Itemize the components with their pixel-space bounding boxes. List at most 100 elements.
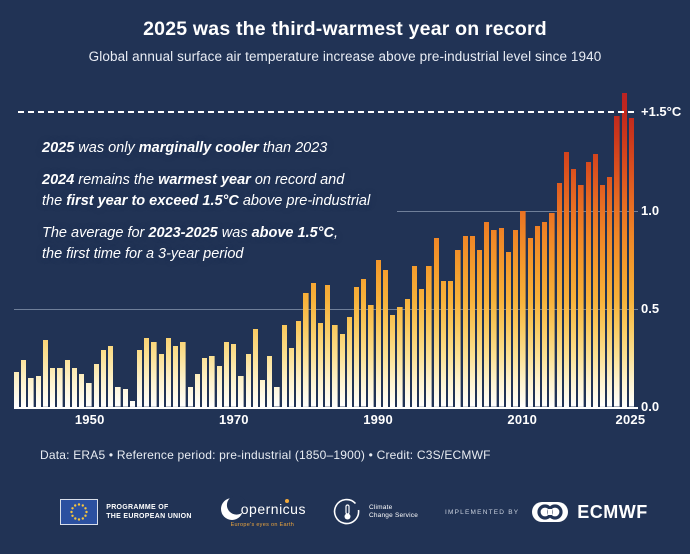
copernicus-wordmark: opernicus [240, 499, 306, 517]
threshold-line-1-5c [18, 111, 638, 114]
x-tick-2025: 2025 [615, 412, 646, 427]
y-tick-0.0: 0.0 [641, 399, 660, 414]
bar-1960 [158, 354, 164, 407]
bar-1999 [440, 281, 447, 407]
bar-1995 [411, 265, 418, 407]
bar-1958 [144, 338, 150, 407]
bar-1988 [361, 279, 367, 407]
bar-1953 [108, 346, 114, 407]
bar-1992 [390, 314, 396, 407]
bar-1952 [100, 350, 107, 407]
y-tick-0.5: 0.5 [641, 300, 660, 316]
bar-1998 [433, 238, 439, 407]
bar-2017 [571, 169, 577, 407]
x-tick-2010: 2010 [507, 412, 538, 427]
bar-2012 [534, 226, 541, 407]
bar-2021 [599, 185, 606, 407]
bar-1947 [64, 359, 70, 407]
source-credit: Data: ERA5 • Reference period: pre-indus… [40, 448, 491, 462]
bar-1945 [50, 367, 56, 407]
annotation-line: the first time for a 3-year period [42, 246, 244, 262]
ecmwf-wordmark: ECMWF [577, 501, 648, 522]
bar-series [14, 85, 635, 407]
bar-2014 [549, 212, 555, 407]
copernicus-logo: opernicus Europe's eyes on Earth [219, 496, 306, 528]
bar-1968 [216, 365, 222, 407]
temperature-bar-chart: 0.0 0.5 1.0 +1.5°C 1950 1970 1990 2010 2025 202… [14, 85, 682, 427]
copernicus-tagline: Europe's eyes on Earth [230, 522, 295, 528]
bar-2016 [563, 151, 570, 407]
bar-1973 [252, 328, 258, 407]
bar-1944 [42, 340, 49, 407]
bar-1948 [71, 367, 78, 407]
bar-2006 [491, 230, 497, 407]
bar-2013 [542, 222, 548, 407]
bar-2001 [455, 249, 461, 407]
bar-1954 [115, 387, 121, 407]
bar-1949 [79, 373, 85, 407]
bar-1980 [303, 293, 309, 407]
copernicus-crescent-icon [220, 496, 245, 520]
bar-1950 [86, 383, 92, 407]
bar-1964 [187, 387, 193, 407]
bar-2009 [513, 230, 519, 407]
bar-1979 [296, 320, 302, 407]
bar-2005 [484, 222, 490, 407]
eu-programme-label: PROGRAMME OF THE EUROPEAN UNION [106, 504, 192, 520]
bar-1942 [28, 377, 34, 407]
bar-1946 [57, 367, 63, 407]
gridline-1-0 [397, 210, 638, 212]
bar-1957 [136, 350, 143, 407]
bar-1985 [339, 334, 345, 407]
bar-1940 [14, 371, 20, 407]
annotation-line: the first year to exceed 1.5°C above pre… [42, 193, 371, 209]
bar-1987 [354, 287, 360, 407]
bar-1971 [238, 375, 244, 407]
bar-2024 [621, 92, 627, 407]
bar-2018 [578, 185, 584, 407]
annotation-line: 2024 remains the warmest year on record … [42, 172, 345, 188]
climate-change-service-label: Climate Change Service [368, 504, 419, 519]
climate-change-service-logo: Climate Change Service [333, 498, 418, 526]
bar-2007 [498, 228, 504, 407]
bar-2004 [477, 249, 483, 407]
bar-1970 [231, 344, 237, 407]
x-axis-line [14, 407, 638, 409]
bar-2025 [628, 118, 635, 407]
bar-1963 [180, 342, 186, 407]
bar-2022 [607, 177, 613, 407]
bar-2002 [462, 236, 468, 407]
bar-1982 [317, 322, 324, 407]
key-findings-annotations: 2025 was only marginally cooler than 202… [42, 138, 370, 265]
bar-1955 [122, 389, 128, 407]
thermometer-circle-icon [333, 498, 360, 525]
bar-1990 [375, 259, 381, 407]
y-tick-1.5C: +1.5°C [641, 104, 682, 120]
page-title: 2025 was the third-warmest year on recor… [143, 18, 547, 40]
bar-1962 [173, 346, 179, 407]
bar-1972 [245, 354, 251, 407]
annotation-line: 2025 was only marginally cooler than 202… [42, 140, 328, 156]
satellite-dot-icon [284, 499, 289, 503]
bar-1981 [310, 283, 316, 407]
bar-1969 [223, 342, 230, 407]
bar-2015 [556, 183, 562, 407]
bar-1965 [194, 373, 201, 407]
y-tick-1.0: 1.0 [641, 202, 660, 218]
header: 2025 was the third-warmest year on recor… [0, 0, 690, 64]
bar-1959 [151, 342, 157, 407]
bar-1976 [274, 387, 280, 407]
bar-1967 [209, 356, 215, 407]
eu-programme-logo: PROGRAMME OF THE EUROPEAN UNION [60, 499, 192, 525]
bar-2008 [505, 251, 512, 407]
bar-1991 [382, 269, 389, 407]
bar-1975 [267, 356, 273, 407]
implemented-by-label: IMPLEMENTED BY [445, 508, 520, 516]
bar-1983 [325, 285, 331, 407]
bar-2023 [614, 116, 620, 407]
x-tick-1950: 1950 [74, 412, 105, 427]
bar-1956 [129, 401, 135, 407]
bar-1941 [21, 359, 27, 407]
bar-1977 [281, 324, 287, 407]
